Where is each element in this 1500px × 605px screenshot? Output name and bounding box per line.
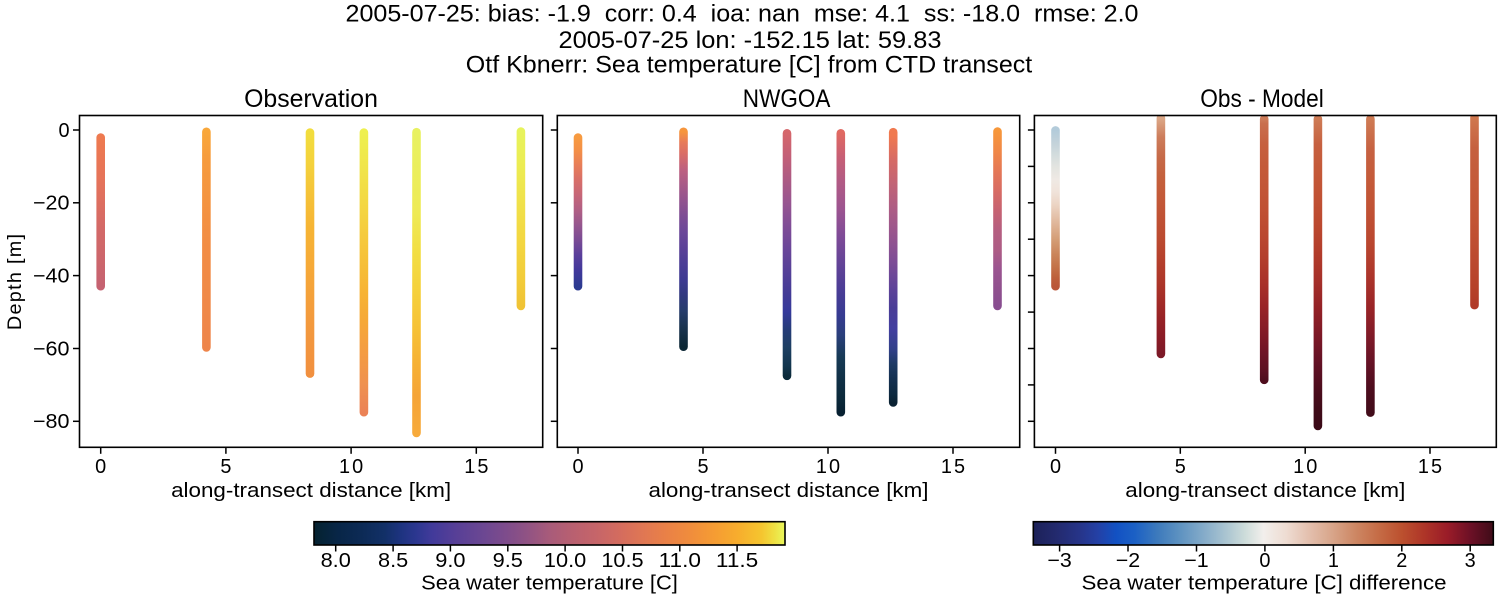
svg-text:5: 5 — [220, 456, 231, 478]
svg-text:−1: −1 — [1184, 550, 1208, 572]
svg-text:0: 0 — [1259, 550, 1270, 572]
svg-text:−20: −20 — [33, 193, 70, 215]
svg-text:9.0: 9.0 — [435, 550, 465, 572]
svg-text:−3: −3 — [1047, 550, 1071, 572]
svg-text:Sea water temperature [C]: Sea water temperature [C] — [421, 572, 678, 594]
svg-text:along-transect distance [km]: along-transect distance [km] — [649, 480, 929, 502]
svg-text:0: 0 — [58, 120, 69, 142]
svg-text:1: 1 — [1328, 550, 1339, 572]
svg-text:0: 0 — [1050, 456, 1061, 478]
svg-text:Depth [m]: Depth [m] — [4, 233, 26, 330]
svg-text:8.5: 8.5 — [378, 550, 408, 572]
svg-text:along-transect distance [km]: along-transect distance [km] — [171, 480, 451, 502]
svg-text:9.5: 9.5 — [493, 550, 523, 572]
svg-text:−80: −80 — [33, 411, 70, 433]
svg-text:8.0: 8.0 — [321, 550, 351, 572]
svg-text:5: 5 — [697, 456, 708, 478]
svg-text:10.0: 10.0 — [544, 550, 586, 572]
svg-text:11.0: 11.0 — [659, 550, 701, 572]
svg-text:NWGOA: NWGOA — [743, 85, 831, 113]
svg-text:along-transect distance [km]: along-transect distance [km] — [1125, 480, 1405, 502]
svg-text:0: 0 — [95, 456, 106, 478]
svg-text:5: 5 — [1175, 456, 1186, 478]
svg-text:11.5: 11.5 — [716, 550, 758, 572]
svg-text:−2: −2 — [1116, 550, 1140, 572]
svg-text:2: 2 — [1396, 550, 1407, 572]
svg-text:3: 3 — [1465, 550, 1476, 572]
svg-text:0: 0 — [572, 456, 583, 478]
svg-text:−40: −40 — [33, 266, 70, 288]
svg-text:Obs - Model: Obs - Model — [1200, 85, 1324, 113]
svg-text:2005-07-25: bias: -1.9 corr:: 2005-07-25: bias: -1.9 corr: 0.4 ioa: na… — [346, 1, 1139, 28]
svg-text:Observation: Observation — [244, 85, 378, 113]
svg-text:Sea water temperature [C] diff: Sea water temperature [C] difference — [1082, 572, 1447, 594]
svg-text:10.5: 10.5 — [601, 550, 643, 572]
svg-text:−60: −60 — [33, 338, 70, 360]
svg-text:Otf Kbnerr: Sea temperature [C: Otf Kbnerr: Sea temperature [C] from CTD… — [466, 52, 1033, 79]
svg-text:2005-07-25 lon: -152.15 lat: 5: 2005-07-25 lon: -152.15 lat: 59.83 — [559, 27, 942, 54]
